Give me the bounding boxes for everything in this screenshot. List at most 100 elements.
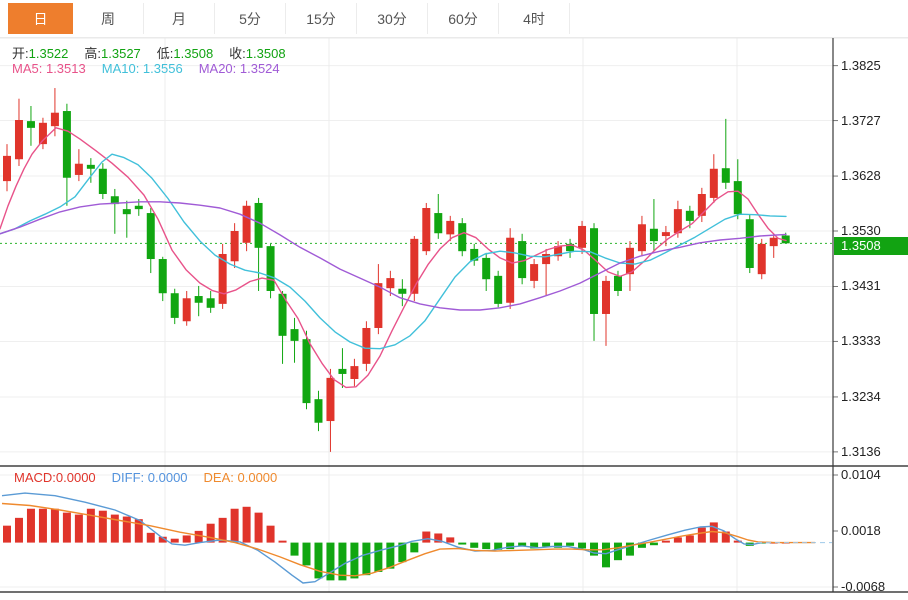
price-axis-label: 1.3333 — [841, 333, 881, 349]
candle-body — [218, 253, 227, 304]
candle-body — [182, 298, 191, 322]
macd-bar — [314, 542, 323, 579]
price-axis-label: 1.3727 — [841, 112, 881, 128]
candle-body — [733, 181, 742, 215]
macd-bar — [242, 506, 251, 543]
candle-body — [625, 247, 634, 275]
tab-60min[interactable]: 60分 — [428, 3, 499, 34]
macd-bar — [578, 542, 587, 549]
tab-4hour[interactable]: 4时 — [499, 3, 570, 34]
candle-body — [266, 246, 275, 291]
macd-bar — [134, 519, 143, 543]
macd-bar — [434, 533, 443, 543]
macd-bar — [98, 510, 107, 543]
candle-body — [554, 246, 563, 257]
macd-bar — [566, 542, 575, 546]
candle-body — [661, 232, 670, 237]
candle-body — [422, 208, 431, 252]
candle-body — [122, 209, 131, 215]
tab-day[interactable]: 日 — [8, 3, 73, 34]
macd-bar — [410, 542, 419, 553]
ohlc-legend-item: 收:1.3508 — [229, 46, 286, 61]
macd-bar — [446, 537, 455, 543]
candle-body — [290, 329, 299, 341]
price-axis-label: 1.3234 — [841, 388, 881, 404]
price-axis-label: 1.3530 — [841, 223, 881, 238]
candle-body — [578, 225, 587, 248]
candle-body — [38, 122, 47, 145]
ma-legend-item: MA10: 1.3556 — [101, 61, 183, 76]
price-axis-label: 1.3628 — [841, 168, 881, 184]
candle-body — [458, 223, 467, 252]
macd-bar — [733, 540, 742, 543]
candle-body — [86, 164, 95, 169]
tab-30min[interactable]: 30分 — [357, 3, 428, 34]
macd-bar — [206, 523, 215, 543]
tab-week[interactable]: 周 — [73, 3, 144, 34]
candle-body — [158, 259, 167, 294]
macd-axis-label: -0.0068 — [841, 579, 886, 594]
macd-bar — [554, 542, 563, 548]
macd-bar — [709, 522, 718, 543]
macd-bar — [422, 531, 431, 543]
macd-bar — [470, 542, 479, 548]
ohlc-legend-item: 开:1.3522 — [12, 46, 69, 61]
macd-bar — [122, 516, 131, 543]
tab-5min[interactable]: 5分 — [215, 3, 286, 34]
macd-bar — [625, 542, 634, 556]
candle-body — [518, 241, 527, 279]
macd-legend: MACD:0.0000 DIFF: 0.0000 DEA: 0.0000 — [14, 470, 293, 485]
macd-axis-label: 0.0104 — [841, 467, 881, 482]
macd-bar — [86, 508, 95, 543]
candle-body — [362, 327, 371, 364]
macd-bar — [374, 542, 383, 572]
candle-body — [649, 228, 658, 242]
candle-body — [278, 293, 287, 336]
macd-bar — [673, 537, 682, 543]
macd-bar — [158, 536, 167, 543]
candle-body — [769, 237, 778, 247]
macd-bar — [146, 532, 155, 543]
candle-body — [637, 224, 646, 252]
candle-body — [494, 275, 503, 304]
ma-line-ma5 — [0, 127, 787, 389]
candle-body — [26, 121, 35, 128]
macd-bar — [182, 535, 191, 543]
macd-bar — [26, 508, 35, 543]
macd-bar — [637, 542, 646, 548]
candle-body — [709, 168, 718, 198]
price-axis-label: 1.3431 — [841, 278, 881, 294]
macd-bar — [649, 542, 658, 546]
tab-month[interactable]: 月 — [144, 3, 215, 34]
macd-bar — [230, 508, 239, 543]
candle-body — [62, 111, 71, 178]
candle-body — [314, 399, 323, 423]
tab-15min[interactable]: 15分 — [286, 3, 357, 34]
macd-bar — [338, 542, 347, 581]
macd-bar — [74, 514, 83, 543]
candle-body — [482, 257, 491, 280]
main-gridlines — [0, 38, 838, 592]
macd-bar — [62, 512, 71, 543]
candle-body — [14, 120, 23, 160]
macd-bar — [721, 531, 730, 543]
candle-body — [374, 283, 383, 328]
macd-bar — [170, 538, 179, 543]
dea-line — [1, 502, 815, 577]
macd-bar — [697, 527, 706, 543]
candle-body — [506, 237, 515, 303]
candle-body — [410, 238, 419, 294]
candle-body — [98, 168, 107, 195]
macd-bar — [3, 525, 11, 543]
ohlc-legend: 开:1.3522 高:1.3527 低:1.3508 收:1.3508 — [12, 43, 302, 62]
macd-bar — [506, 542, 515, 550]
ma-line-ma10 — [0, 153, 787, 350]
macd-bar — [14, 517, 23, 543]
candle-body — [542, 253, 551, 265]
price-axis-label: 1.3825 — [841, 57, 881, 73]
candle-body — [566, 243, 575, 252]
timeframe-tabbar: 日周月 5分 15分 30分 60分 4时 — [0, 0, 908, 38]
macd-bar — [613, 542, 622, 561]
